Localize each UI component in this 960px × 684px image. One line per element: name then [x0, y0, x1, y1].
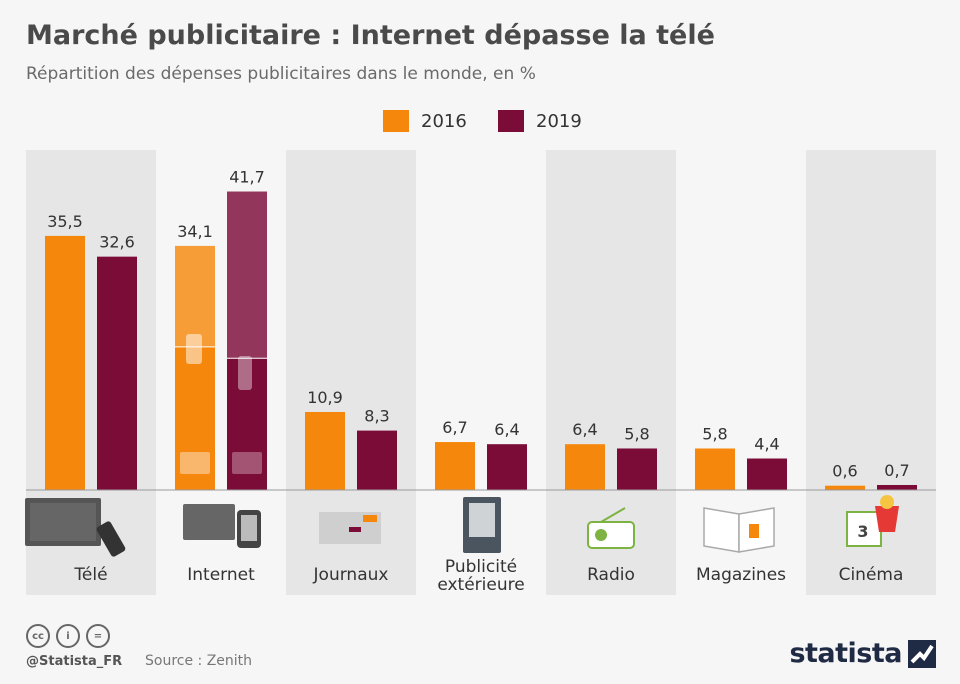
no-derivatives-icon: = [86, 624, 110, 648]
bar-journaux-2019 [357, 430, 397, 490]
phone-screen [241, 515, 257, 541]
data-label-publicite-exterieure-2016: 6,7 [442, 418, 467, 437]
popcorn-icon [875, 506, 899, 532]
data-label-radio-2016: 6,4 [572, 420, 597, 439]
popcorn-top [880, 495, 894, 509]
tv-screen [30, 503, 96, 541]
category-label-tele: Télé [73, 565, 107, 585]
bar-internet-2019 [227, 191, 267, 490]
data-label-cinema-2016: 0,6 [832, 462, 857, 481]
radio-antenna [600, 507, 626, 523]
legend-label-2019: 2019 [536, 110, 582, 132]
data-label-radio-2019: 5,8 [624, 424, 649, 443]
license-icons: cc i = [26, 624, 110, 648]
data-label-tele-2016: 35,5 [47, 212, 83, 231]
bar-radio-2019 [617, 448, 657, 490]
computer-smartphone-icon [183, 504, 235, 540]
social-handle: @Statista_FR [26, 654, 123, 669]
smartphone-icon-2019 [238, 356, 252, 390]
chart-title: Marché publicitaire : Internet dépasse l… [26, 20, 715, 51]
monitor-icon-2019 [232, 452, 262, 474]
countdown-glyph: 3 [857, 522, 868, 541]
billboard-panel [469, 503, 495, 537]
legend: 2016 2019 [0, 110, 960, 136]
data-label-journaux-2019: 8,3 [364, 407, 389, 426]
newspaper-accent-2 [349, 527, 361, 532]
legend-item-2016: 2016 [383, 110, 467, 132]
remote-icon [96, 521, 126, 557]
statista-logo[interactable]: statista [789, 638, 936, 669]
category-label-publicite-exterieure: Publicité [445, 557, 517, 577]
brand-name: statista [789, 638, 902, 669]
data-label-internet-2019: 41,7 [229, 168, 265, 187]
statista-logo-icon [908, 639, 936, 668]
bar-journaux-2016 [305, 411, 345, 490]
bar-publicite-exterieure-2016 [435, 442, 475, 490]
category-label-internet: Internet [187, 565, 255, 585]
data-label-internet-2016: 34,1 [177, 222, 213, 241]
internet-mobile-share-2019 [227, 191, 267, 359]
bar-magazines-2016 [695, 448, 735, 490]
legend-item-2019: 2019 [498, 110, 582, 132]
bar-tele-2016 [45, 235, 85, 490]
bar-cinema-2016 [825, 485, 865, 490]
legend-swatch-2019 [498, 110, 524, 132]
legend-label-2016: 2016 [421, 110, 467, 132]
magazine-accent [749, 524, 759, 538]
radio-icon [587, 521, 635, 549]
source-note: Source : Zenith [145, 653, 253, 669]
legend-swatch-2016 [383, 110, 409, 132]
radio-dial [595, 529, 607, 541]
bar-radio-2016 [565, 444, 605, 490]
bar-magazines-2019 [747, 458, 787, 490]
data-label-tele-2019: 32,6 [99, 233, 135, 252]
cinema-icon [846, 511, 882, 547]
creative-commons-icon: cc [26, 624, 50, 648]
bar-tele-2019 [97, 256, 137, 490]
magazine-icon [703, 507, 740, 553]
bar-internet-2016 [175, 245, 215, 490]
category-label-journaux: Journaux [313, 565, 389, 585]
data-label-magazines-2019: 4,4 [754, 435, 779, 454]
category-panel-radio [546, 150, 676, 595]
chart-subtitle: Répartition des dépenses publicitaires d… [26, 64, 536, 84]
bar-publicite-exterieure-2019 [487, 444, 527, 490]
data-label-cinema-2019: 0,7 [884, 461, 909, 480]
data-label-journaux-2016: 10,9 [307, 388, 343, 407]
category-label-publicite-exterieure-line2: extérieure [437, 575, 524, 595]
attribution-icon: i [56, 624, 80, 648]
category-label-radio: Radio [587, 565, 635, 585]
newspaper-accent [363, 515, 377, 522]
bar-cinema-2019 [877, 484, 917, 490]
data-label-publicite-exterieure-2019: 6,4 [494, 420, 519, 439]
smartphone-icon-2016 [186, 334, 202, 364]
data-label-magazines-2016: 5,8 [702, 424, 727, 443]
monitor-icon-2016 [180, 452, 210, 474]
category-label-magazines: Magazines [696, 565, 786, 585]
category-label-cinema: Cinéma [839, 565, 904, 585]
internet-mobile-share-2016 [175, 245, 215, 347]
